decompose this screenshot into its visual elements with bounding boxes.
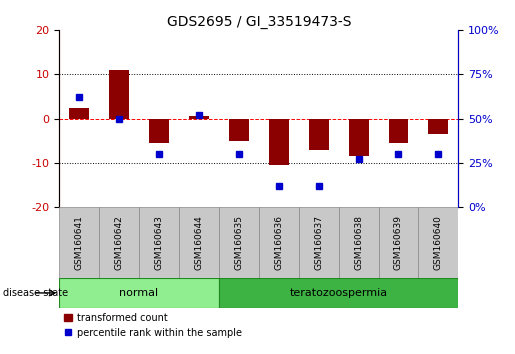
Bar — [219, 207, 259, 278]
Text: GSM160639: GSM160639 — [394, 215, 403, 270]
Bar — [189, 116, 209, 119]
Text: GSM160637: GSM160637 — [314, 215, 323, 270]
Bar — [99, 207, 139, 278]
Bar — [428, 119, 449, 134]
Bar — [308, 119, 329, 149]
Bar — [388, 119, 408, 143]
Title: GDS2695 / GI_33519473-S: GDS2695 / GI_33519473-S — [166, 15, 351, 29]
Bar — [219, 278, 458, 308]
Bar — [59, 207, 99, 278]
Text: GSM160635: GSM160635 — [234, 215, 243, 270]
Text: GSM160636: GSM160636 — [274, 215, 283, 270]
Bar — [379, 207, 418, 278]
Bar — [299, 207, 339, 278]
Text: normal: normal — [119, 288, 159, 298]
Text: GSM160644: GSM160644 — [195, 215, 203, 270]
Bar — [139, 207, 179, 278]
Bar — [149, 119, 169, 143]
Bar — [59, 278, 219, 308]
Bar — [229, 119, 249, 141]
Text: disease state: disease state — [3, 288, 67, 298]
Bar — [339, 207, 379, 278]
Text: GSM160642: GSM160642 — [115, 215, 124, 270]
Bar — [349, 119, 369, 156]
Text: GSM160640: GSM160640 — [434, 215, 443, 270]
Text: GSM160643: GSM160643 — [154, 215, 163, 270]
Legend: transformed count, percentile rank within the sample: transformed count, percentile rank withi… — [64, 313, 242, 338]
Text: teratozoospermia: teratozoospermia — [289, 288, 388, 298]
Text: GSM160641: GSM160641 — [75, 215, 83, 270]
Bar — [69, 108, 89, 119]
Text: GSM160638: GSM160638 — [354, 215, 363, 270]
Bar — [179, 207, 219, 278]
Bar — [259, 207, 299, 278]
Bar — [109, 70, 129, 119]
Bar — [418, 207, 458, 278]
Bar — [269, 119, 289, 165]
